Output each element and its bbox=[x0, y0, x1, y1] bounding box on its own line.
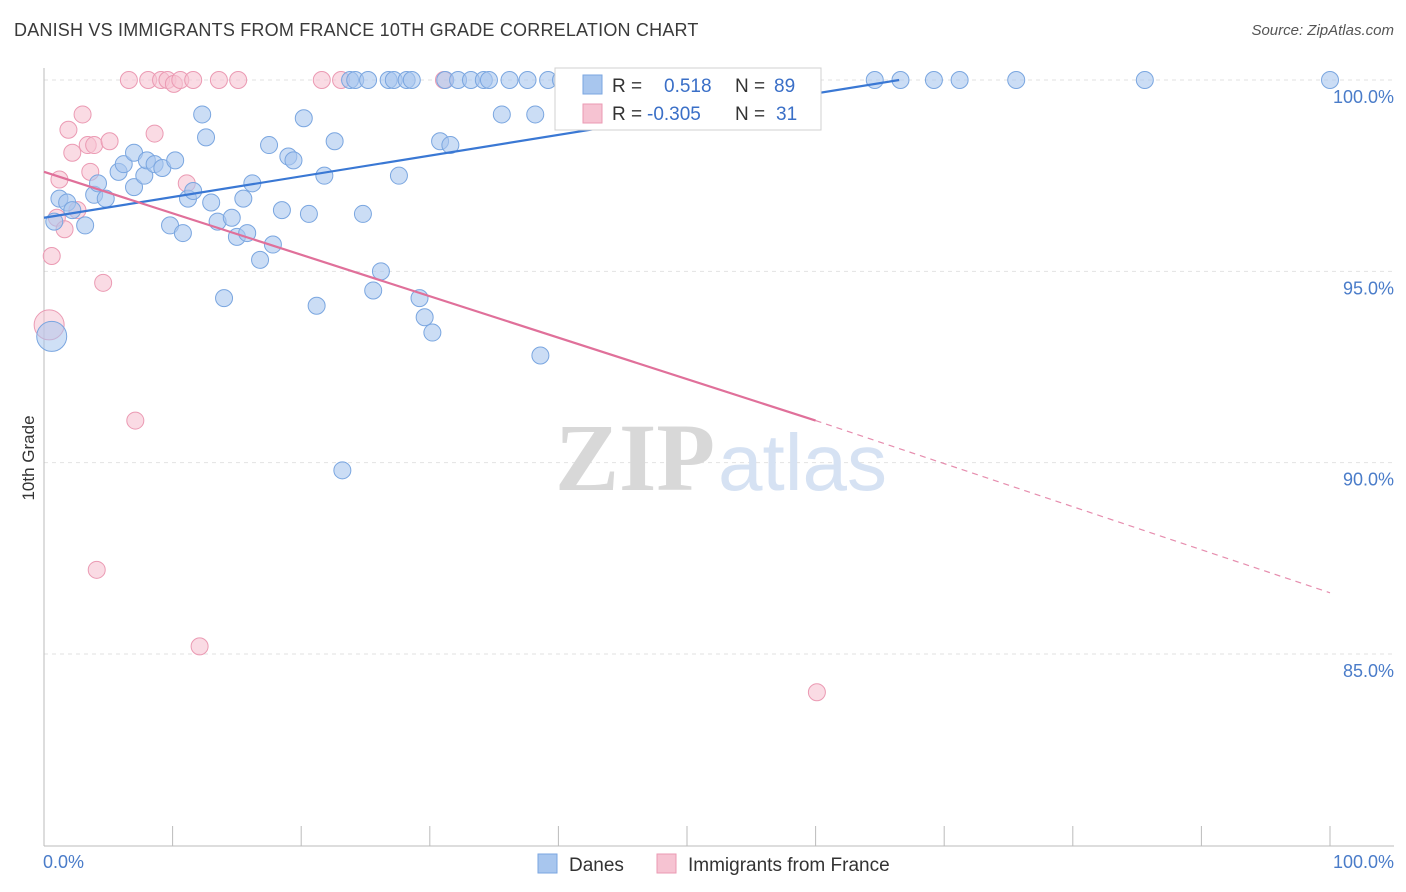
source-label: Source: ZipAtlas.com bbox=[1251, 22, 1394, 39]
bottom-legend: Danes Immigrants from France bbox=[537, 853, 890, 876]
danes-point bbox=[215, 289, 234, 308]
france-point bbox=[119, 71, 138, 89]
danes-point bbox=[284, 151, 303, 170]
danes-point bbox=[531, 346, 550, 365]
danes-point bbox=[197, 128, 216, 147]
y-axis-title: 10th Grade bbox=[19, 415, 38, 500]
france-trend-extension bbox=[815, 420, 1331, 594]
danes-point bbox=[500, 71, 519, 89]
danes-point bbox=[364, 281, 383, 300]
france-point bbox=[209, 71, 228, 89]
danes-point bbox=[184, 181, 203, 200]
danes-point bbox=[518, 71, 537, 89]
trend-lines bbox=[43, 78, 1331, 594]
y-tick-label: 100.0% bbox=[1333, 87, 1394, 107]
legend-swatch-danes bbox=[582, 74, 603, 95]
legend-n-value-2: 31 bbox=[776, 104, 797, 125]
france-point bbox=[59, 120, 78, 139]
danes-point-large bbox=[36, 320, 68, 352]
france-point bbox=[190, 637, 209, 656]
danes-point bbox=[402, 71, 421, 89]
y-tick-label: 85.0% bbox=[1343, 661, 1394, 681]
danes-point bbox=[526, 105, 545, 124]
france-point bbox=[42, 247, 61, 266]
legend-n-label-2: N = bbox=[735, 104, 765, 125]
danes-point bbox=[307, 296, 326, 315]
legend-n-label-1: N = bbox=[735, 76, 765, 97]
y-tick-label: 90.0% bbox=[1343, 470, 1394, 490]
danes-point bbox=[423, 323, 442, 342]
danes-point bbox=[371, 262, 390, 281]
x-tick-min: 0.0% bbox=[43, 852, 84, 872]
danes-point bbox=[924, 71, 943, 89]
france-point bbox=[312, 71, 331, 89]
danes-point bbox=[234, 189, 253, 208]
bottom-legend-france: Immigrants from France bbox=[688, 855, 890, 876]
danes-point bbox=[222, 208, 241, 227]
legend-swatch-france bbox=[582, 103, 603, 124]
danes-point bbox=[299, 204, 318, 223]
danes-point bbox=[325, 132, 344, 151]
danes-point bbox=[1135, 71, 1154, 89]
bottom-legend-swatch-danes bbox=[537, 853, 558, 874]
danes-point bbox=[193, 105, 212, 124]
legend-r-label-1: R = bbox=[612, 76, 642, 97]
legend-n-value-1: 89 bbox=[774, 76, 795, 97]
danes-points bbox=[36, 71, 1339, 480]
chart-title: DANISH VS IMMIGRANTS FROM FRANCE 10TH GR… bbox=[14, 20, 699, 40]
france-point bbox=[807, 683, 826, 702]
danes-point bbox=[76, 216, 95, 235]
danes-point bbox=[294, 109, 313, 128]
france-point bbox=[85, 136, 104, 155]
danes-point bbox=[479, 71, 498, 89]
x-tick-max: 100.0% bbox=[1333, 852, 1394, 872]
danes-point bbox=[238, 224, 257, 243]
france-point bbox=[126, 411, 145, 430]
danes-point bbox=[251, 250, 270, 269]
legend-r-label-2: R = bbox=[612, 104, 642, 125]
danes-point bbox=[359, 71, 378, 89]
france-point bbox=[145, 124, 164, 143]
france-trend-line bbox=[43, 170, 816, 422]
france-point bbox=[229, 71, 248, 89]
danes-point bbox=[166, 151, 185, 170]
y-tick-labels: 100.0% 95.0% 90.0% 85.0% bbox=[1333, 87, 1394, 681]
danes-point bbox=[125, 178, 144, 197]
danes-point bbox=[260, 136, 279, 155]
danes-point bbox=[315, 166, 334, 185]
danes-point bbox=[389, 166, 408, 185]
legend: R = 0.518 N = 89 R = -0.305 N = 31 bbox=[554, 67, 822, 131]
grid-lines bbox=[44, 79, 1394, 655]
france-point bbox=[87, 560, 106, 579]
bottom-legend-swatch-france bbox=[656, 853, 677, 874]
danes-point bbox=[950, 71, 969, 89]
axes bbox=[43, 68, 1394, 847]
danes-point bbox=[63, 201, 82, 220]
danes-point bbox=[492, 105, 511, 124]
danes-point bbox=[202, 193, 221, 212]
danes-point bbox=[333, 461, 352, 480]
danes-point bbox=[353, 204, 372, 223]
legend-r-value-2: -0.305 bbox=[647, 104, 701, 125]
danes-point bbox=[272, 201, 291, 220]
danes-point bbox=[891, 71, 910, 89]
france-point bbox=[63, 143, 82, 162]
danes-point bbox=[1321, 71, 1339, 89]
france-points bbox=[33, 71, 826, 702]
danes-point bbox=[173, 224, 192, 243]
watermark-zip: ZIP bbox=[555, 404, 715, 511]
legend-r-value-1: 0.518 bbox=[664, 76, 712, 97]
danes-point bbox=[441, 136, 460, 155]
danes-point bbox=[415, 308, 434, 327]
danes-point bbox=[114, 155, 133, 174]
bottom-legend-danes: Danes bbox=[569, 855, 624, 876]
france-point bbox=[100, 132, 119, 151]
france-point bbox=[184, 71, 203, 89]
danes-point bbox=[1007, 71, 1026, 89]
france-point bbox=[73, 105, 92, 124]
y-tick-label: 95.0% bbox=[1343, 278, 1394, 298]
watermark-atlas: atlas bbox=[718, 418, 887, 507]
france-point bbox=[94, 273, 113, 292]
